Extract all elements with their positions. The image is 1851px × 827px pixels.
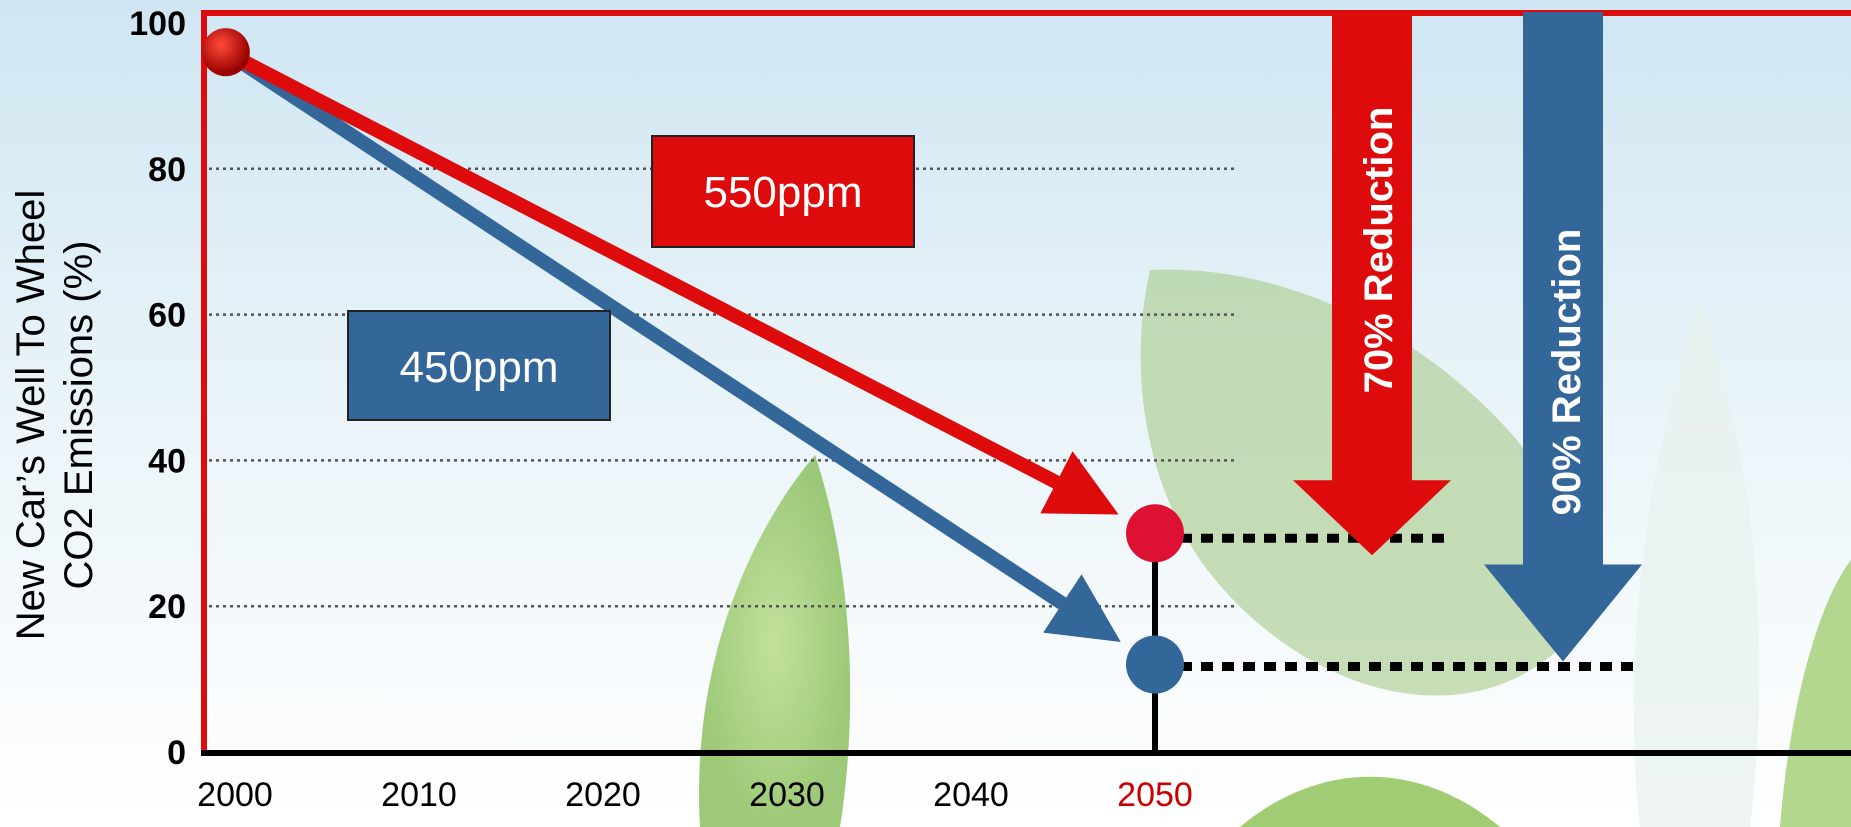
label-box-550ppm: 550ppm bbox=[651, 135, 915, 248]
x-tick-2000: 2000 bbox=[197, 776, 273, 814]
y-axis-label-line2: CO2 Emissions (%) bbox=[57, 241, 101, 590]
reduction-70-label: 70% Reduction bbox=[1357, 107, 1401, 394]
leaf-background bbox=[699, 269, 1851, 827]
y-tick-100: 100 bbox=[129, 5, 186, 43]
x-tick-2040: 2040 bbox=[933, 776, 1009, 814]
y-axis-label: New Car’s Well To Wheel CO2 Emissions (%… bbox=[9, 190, 101, 641]
reduction-90-label: 90% Reduction bbox=[1545, 229, 1589, 516]
point-550ppm-2050 bbox=[1126, 504, 1184, 563]
plot-frame-top bbox=[203, 10, 1851, 16]
y-axis-label-line1: New Car’s Well To Wheel bbox=[9, 190, 53, 641]
series-line-450ppm bbox=[221, 46, 1121, 642]
y-tick-80: 80 bbox=[148, 151, 186, 189]
x-tick-2020: 2020 bbox=[565, 776, 641, 814]
y-tick-labels: 0 20 40 60 80 100 bbox=[129, 5, 186, 772]
y-tick-60: 60 bbox=[148, 297, 186, 335]
label-box-450ppm: 450ppm bbox=[347, 310, 611, 421]
reduction-arrow-90: 90% Reduction bbox=[1484, 12, 1642, 662]
reduction-arrow-70: 70% Reduction bbox=[1293, 12, 1451, 556]
label-450ppm: 450ppm bbox=[399, 343, 558, 392]
y-tick-0: 0 bbox=[167, 734, 186, 772]
point-450ppm-2050 bbox=[1126, 635, 1184, 694]
plot-frame-left bbox=[201, 10, 207, 752]
x-tick-2050: 2050 bbox=[1117, 776, 1193, 814]
y-tick-40: 40 bbox=[148, 442, 186, 480]
start-point bbox=[201, 28, 250, 77]
x-tick-2030: 2030 bbox=[749, 776, 825, 814]
x-axis-line bbox=[201, 750, 1851, 756]
x-tick-2010: 2010 bbox=[381, 776, 457, 814]
label-550ppm: 550ppm bbox=[703, 168, 862, 217]
series-line-550ppm bbox=[222, 45, 1119, 515]
y-tick-20: 20 bbox=[148, 588, 186, 626]
x-tick-labels: 2000 2010 2020 2030 2040 2050 bbox=[197, 776, 1193, 814]
